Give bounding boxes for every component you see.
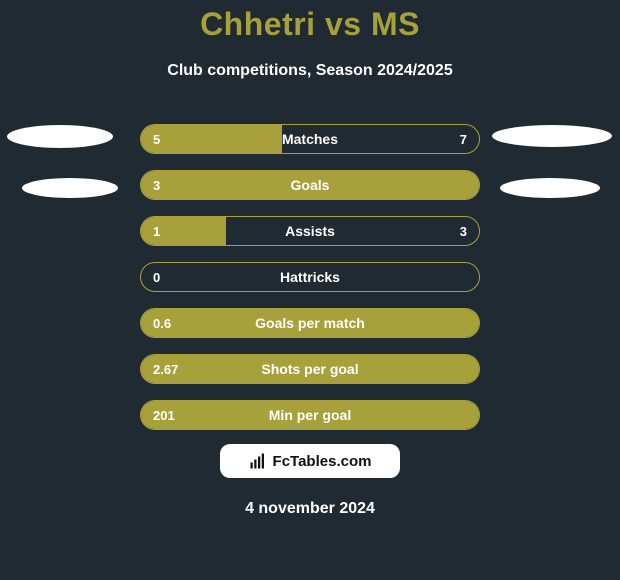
stat-row: 1Assists3 <box>0 212 620 258</box>
stat-row: 0.6Goals per match <box>0 304 620 350</box>
player-ellipse-2 <box>492 125 612 147</box>
stat-row: 2.67Shots per goal <box>0 350 620 396</box>
stat-label: Assists <box>141 217 479 245</box>
stat-pill: 1Assists3 <box>140 216 480 246</box>
stat-right-value: 7 <box>460 125 467 153</box>
stat-pill: 0.6Goals per match <box>140 308 480 338</box>
player-ellipse-3 <box>500 178 600 198</box>
stat-label: Min per goal <box>141 401 479 429</box>
stat-pill: 201Min per goal <box>140 400 480 430</box>
stat-pill: 3Goals <box>140 170 480 200</box>
player-ellipse-1 <box>22 178 118 198</box>
bars-icon <box>249 452 267 470</box>
title: Chhetri vs MS <box>0 6 620 43</box>
comparison-card: Chhetri vs MS Club competitions, Season … <box>0 0 620 580</box>
source-badge: FcTables.com <box>220 444 400 478</box>
stat-row: 201Min per goal <box>0 396 620 442</box>
stat-label: Shots per goal <box>141 355 479 383</box>
stat-pill: 5Matches7 <box>140 124 480 154</box>
stat-right-value: 3 <box>460 217 467 245</box>
stat-row: 0Hattricks <box>0 258 620 304</box>
stat-label: Matches <box>141 125 479 153</box>
stat-rows: 5Matches73Goals1Assists30Hattricks0.6Goa… <box>0 120 620 442</box>
stat-label: Goals per match <box>141 309 479 337</box>
stat-label: Goals <box>141 171 479 199</box>
stat-pill: 2.67Shots per goal <box>140 354 480 384</box>
date-label: 4 november 2024 <box>0 500 620 518</box>
player-ellipse-0 <box>7 125 113 148</box>
stat-label: Hattricks <box>141 263 479 291</box>
source-label: FcTables.com <box>273 453 372 470</box>
subtitle: Club competitions, Season 2024/2025 <box>0 62 620 80</box>
stat-pill: 0Hattricks <box>140 262 480 292</box>
